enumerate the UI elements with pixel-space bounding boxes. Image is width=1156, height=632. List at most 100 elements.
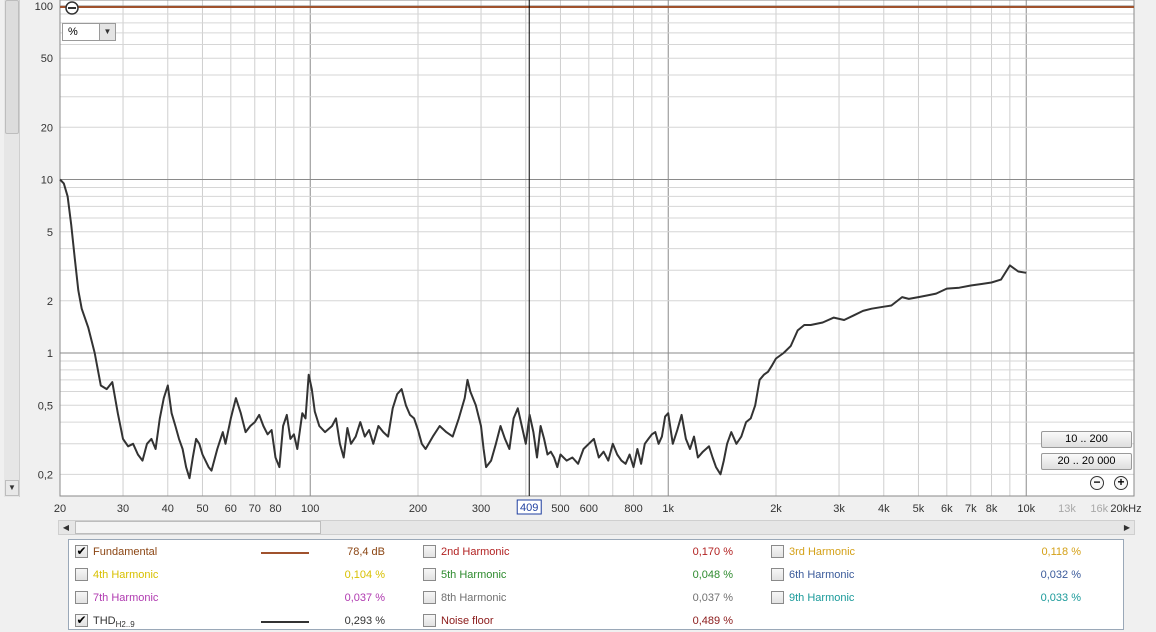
- legend-label-thd: THDH2..9: [93, 615, 135, 630]
- legend-checkbox-h4[interactable]: [75, 568, 88, 581]
- legend-checkbox-h9[interactable]: [771, 591, 784, 604]
- horizontal-scroll-thumb[interactable]: [75, 521, 321, 534]
- y-tick-label: 20: [41, 122, 53, 134]
- plot-background: [60, 0, 1134, 496]
- legend-value-h5: 0,048 %: [692, 569, 733, 581]
- y-tick-label: 10: [41, 175, 53, 187]
- x-tick-label: 20kHz: [1110, 503, 1141, 515]
- legend-label-h3: 3rd Harmonic: [789, 546, 856, 558]
- x-tick-label: 3k: [833, 503, 845, 515]
- legend-checkbox-h6[interactable]: [771, 568, 784, 581]
- thd-series-line: [59, 178, 1027, 480]
- legend-checkbox-h8[interactable]: [423, 591, 436, 604]
- legend-label-h5: 5th Harmonic: [441, 569, 507, 581]
- legend-item-noise[interactable]: Noise floor 0,489 %: [423, 612, 737, 632]
- legend-item-h2[interactable]: 2nd Harmonic 0,170 %: [423, 543, 737, 563]
- legend-label-h4: 4th Harmonic: [93, 569, 159, 581]
- y-tick-label: 0,2: [38, 469, 53, 481]
- legend-label-h6: 6th Harmonic: [789, 569, 855, 581]
- legend-checkbox-h3[interactable]: [771, 545, 784, 558]
- y-tick-label: 5: [47, 227, 53, 239]
- x-tick-label: 60: [225, 503, 237, 515]
- legend-item-h7[interactable]: 7th Harmonic 0,037 %: [75, 589, 389, 609]
- x-tick-label: 300: [472, 503, 490, 515]
- x-tick-label: 600: [580, 503, 598, 515]
- unit-select-value: %: [68, 26, 78, 38]
- y-tick-label: 1: [47, 348, 53, 360]
- legend-item-h3[interactable]: 3rd Harmonic 0,118 %: [771, 543, 1085, 563]
- y-tick-label: 2: [47, 296, 53, 308]
- y-tick-label: 100: [35, 1, 53, 13]
- cursor-frequency-label: 409: [520, 502, 538, 514]
- legend-checkbox-thd[interactable]: ✔: [75, 613, 88, 627]
- scroll-down-arrow-icon[interactable]: ▼: [5, 480, 19, 496]
- plot-area[interactable]: 100 50 20 10 5 2 1 0,5 0,2 20 30 40 50 60 70 80 100 200 30…: [0, 0, 1156, 520]
- legend-checkbox-h2[interactable]: [423, 545, 436, 558]
- horizontal-scrollbar[interactable]: ◀ ▶: [58, 520, 1135, 535]
- cursor-frequency-box: [516, 499, 542, 515]
- legend-checkbox-noise[interactable]: [423, 614, 436, 627]
- legend-value-thd: 0,293 %: [344, 615, 385, 627]
- x-tick-label: 5k: [913, 503, 925, 515]
- legend-value-noise: 0,489 %: [692, 615, 733, 627]
- legend-value-h3: 0,118 %: [1041, 546, 1081, 558]
- x-tick-label: 80: [269, 503, 281, 515]
- legend-item-h9[interactable]: 9th Harmonic 0,033 %: [771, 589, 1085, 609]
- x-tick-label: 800: [624, 503, 642, 515]
- legend-item-h5[interactable]: 5th Harmonic 0,048 %: [423, 566, 737, 586]
- legend-value-h6: 0,032 %: [1040, 569, 1081, 581]
- legend-panel: ✔ Fundamental 78,4 dB 2nd Harmonic 0,170 % 3r…: [68, 539, 1124, 630]
- x-tick-label: 8k: [986, 503, 998, 515]
- x-tick-label: 200: [409, 503, 427, 515]
- legend-item-thd[interactable]: ✔ THDH2..9 0,293 %: [75, 612, 389, 632]
- legend-checkbox-h7[interactable]: [75, 591, 88, 604]
- x-tick-label: 50: [196, 503, 208, 515]
- legend-label-h8: 8th Harmonic: [441, 592, 507, 604]
- scroll-right-arrow-icon[interactable]: ▶: [1123, 523, 1131, 532]
- legend-checkbox-h5[interactable]: [423, 568, 436, 581]
- legend-value-h7: 0,037 %: [344, 592, 385, 604]
- fundamental-marker-icon: [65, 1, 79, 15]
- scroll-left-arrow-icon[interactable]: ◀: [62, 523, 70, 532]
- x-tick-label: 2k: [770, 503, 782, 515]
- plot-frame: [59, 0, 1135, 497]
- legend-label-fundamental: Fundamental: [93, 546, 158, 558]
- legend-label-h9: 9th Harmonic: [789, 592, 855, 604]
- chevron-down-icon[interactable]: ▼: [99, 24, 115, 40]
- legend-item-h8[interactable]: 8th Harmonic 0,037 %: [423, 589, 737, 609]
- x-tick-label: 16k: [1090, 503, 1108, 515]
- legend-label-h2: 2nd Harmonic: [441, 546, 510, 558]
- legend-item-fundamental[interactable]: ✔ Fundamental 78,4 dB: [75, 543, 389, 563]
- x-tick-label: 30: [117, 503, 129, 515]
- legend-checkbox-fundamental[interactable]: ✔: [75, 544, 88, 558]
- x-tick-label: 7k: [965, 503, 977, 515]
- zoom-out-icon[interactable]: −: [1090, 476, 1104, 490]
- range-10-200-button[interactable]: 10 .. 200: [1041, 431, 1132, 448]
- x-tick-label: 10k: [1017, 503, 1035, 515]
- x-tick-label: 4k: [878, 503, 890, 515]
- legend-value-h4: 0,104 %: [344, 569, 385, 581]
- legend-label-noise: Noise floor: [441, 615, 494, 627]
- unit-select[interactable]: % ▼: [62, 23, 116, 41]
- x-tick-label: 70: [249, 503, 261, 515]
- x-tick-label: 1k: [662, 503, 674, 515]
- zoom-in-icon[interactable]: +: [1114, 476, 1128, 490]
- legend-value-fundamental: 78,4 dB: [347, 546, 385, 558]
- x-tick-label: 40: [162, 503, 174, 515]
- legend-item-h6[interactable]: 6th Harmonic 0,032 %: [771, 566, 1085, 586]
- y-tick-label: 0,5: [38, 400, 53, 412]
- legend-value-h8: 0,037 %: [692, 592, 733, 604]
- y-tick-label: 50: [41, 53, 53, 65]
- vertical-scroll-thumb[interactable]: [5, 0, 19, 134]
- legend-item-h4[interactable]: 4th Harmonic 0,104 %: [75, 566, 389, 586]
- legend-line-swatch-thd: [261, 621, 309, 623]
- legend-value-h2: 0,170 %: [692, 546, 733, 558]
- vertical-scrollbar[interactable]: ▼: [4, 0, 20, 497]
- range-20-20000-button[interactable]: 20 .. 20 000: [1041, 453, 1132, 470]
- x-tick-label: 20: [54, 503, 66, 515]
- x-tick-label: 500: [551, 503, 569, 515]
- x-tick-label: 100: [301, 503, 319, 515]
- legend-line-swatch-fundamental: [261, 552, 309, 554]
- x-tick-label: 6k: [941, 503, 953, 515]
- legend-label-h7: 7th Harmonic: [93, 592, 159, 604]
